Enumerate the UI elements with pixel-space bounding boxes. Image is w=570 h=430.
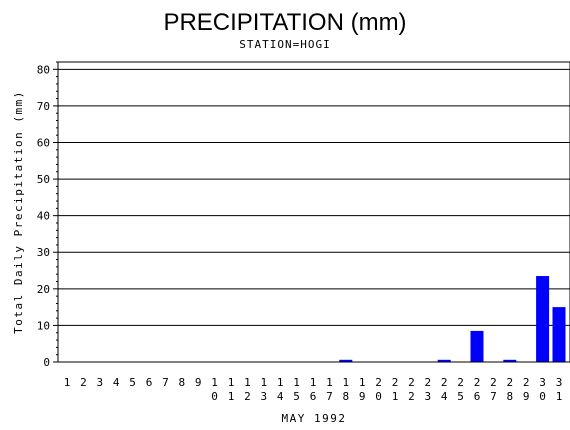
y-tick-label-20: 20 — [37, 283, 50, 296]
y-tick-label-0: 0 — [43, 356, 50, 369]
bar-day-18 — [339, 359, 353, 362]
bar-day-24 — [437, 359, 451, 362]
bar-day-31 — [552, 307, 566, 362]
y-tick-label-40: 40 — [37, 210, 50, 223]
y-tick-label-10: 10 — [37, 319, 50, 332]
y-tick-label-50: 50 — [37, 173, 50, 186]
y-axis-label: Total Daily Precipitation (mm) — [12, 90, 25, 334]
x-tick-label-7: 7 — [162, 376, 169, 389]
y-tick-label-70: 70 — [37, 100, 50, 113]
x-tick-label-4: 4 — [113, 376, 120, 389]
plot-frame — [57, 61, 570, 363]
x-tick-label-6: 6 — [146, 376, 153, 389]
y-tick-label-30: 30 — [37, 246, 50, 259]
y-tick-label-80: 80 — [37, 63, 50, 76]
gridlines — [58, 68, 570, 326]
chart-title: PRECIPITATION (mm) — [163, 9, 406, 36]
y-tick-label-60: 60 — [37, 136, 50, 149]
bar-day-28 — [503, 359, 517, 362]
chart-subtitle: STATION=HOGI — [239, 38, 330, 51]
bars — [339, 276, 566, 362]
x-tick-label-2: 2 — [80, 376, 87, 389]
x-tick-label-1: 1 — [64, 376, 71, 389]
y-axis-ticks: 0 10 20 30 40 50 60 70 80 — [37, 61, 58, 369]
x-tick-label-9: 9 — [195, 376, 202, 389]
bar-day-26 — [470, 330, 484, 362]
x-axis-label: MAY 1992 — [282, 412, 347, 425]
x-axis-ticks: 1 2 3 4 5 6 7 8 9 1 01 11 21 31 41 51 61 71 81 92 02 12 22 32 42… — [64, 376, 563, 403]
x-tick-label-3: 3 — [96, 376, 103, 389]
bar-day-30 — [536, 276, 550, 362]
x-tick-label-5: 5 — [129, 376, 136, 389]
x-tick-label-8: 8 — [178, 376, 185, 389]
